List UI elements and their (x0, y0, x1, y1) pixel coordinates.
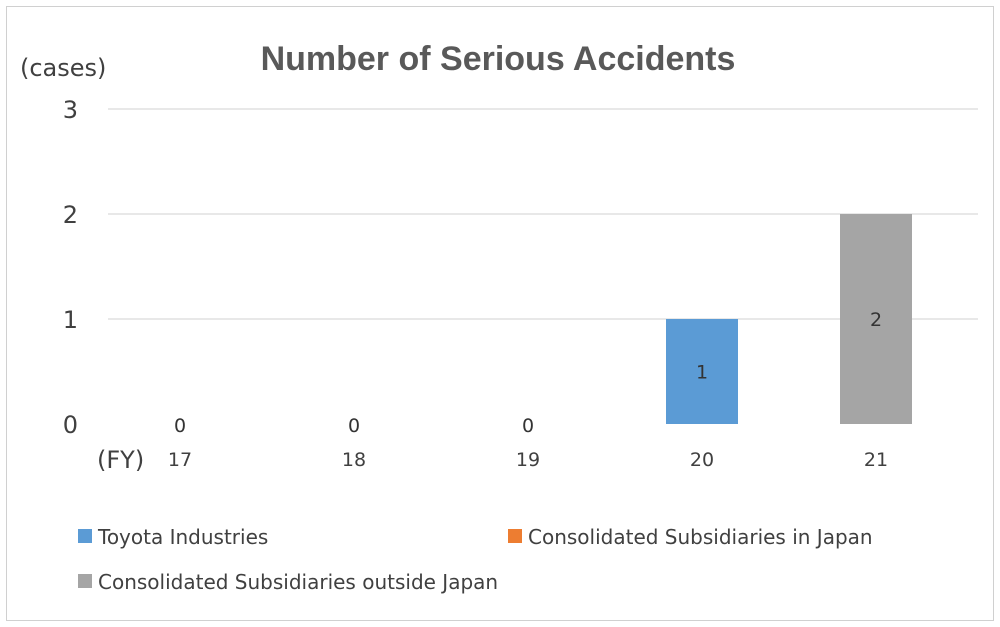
y-tick-label: 3 (63, 96, 78, 124)
legend-swatch-1 (508, 529, 522, 543)
bars (666, 214, 912, 424)
y-tick-label: 0 (63, 411, 78, 439)
data-labels: 0 0 0 1 2 (174, 309, 882, 437)
data-label-17: 0 (174, 415, 186, 437)
legend-swatch-2 (78, 574, 92, 588)
chart-title: Number of Serious Accidents (261, 40, 736, 78)
data-label-19: 0 (522, 415, 534, 437)
bar-21-series-2 (840, 214, 912, 424)
y-tick-label: 2 (63, 201, 78, 229)
data-label-20: 1 (696, 362, 708, 384)
x-tick-21: 21 (864, 449, 888, 471)
legend-label-0: Toyota Industries (97, 525, 268, 549)
y-axis-ticks: 0 1 2 3 (63, 96, 78, 439)
data-label-18: 0 (348, 415, 360, 437)
x-axis-ticks: 17 18 19 20 21 (168, 449, 888, 471)
y-tick-label: 1 (63, 306, 78, 334)
y-axis-label: (cases) (20, 54, 106, 82)
legend-label-1: Consolidated Subsidiaries in Japan (528, 525, 873, 549)
data-label-21: 2 (870, 309, 882, 331)
x-axis-label: (FY) (97, 446, 144, 474)
x-tick-17: 17 (168, 449, 192, 471)
x-tick-18: 18 (342, 449, 366, 471)
x-tick-19: 19 (516, 449, 540, 471)
bar-20-series-0 (666, 319, 738, 424)
legend-label-2: Consolidated Subsidiaries outside Japan (98, 570, 498, 594)
legend: Toyota Industries Consolidated Subsidiari… (78, 525, 873, 594)
x-tick-20: 20 (690, 449, 714, 471)
legend-swatch-0 (78, 529, 92, 543)
gridlines (108, 108, 978, 320)
